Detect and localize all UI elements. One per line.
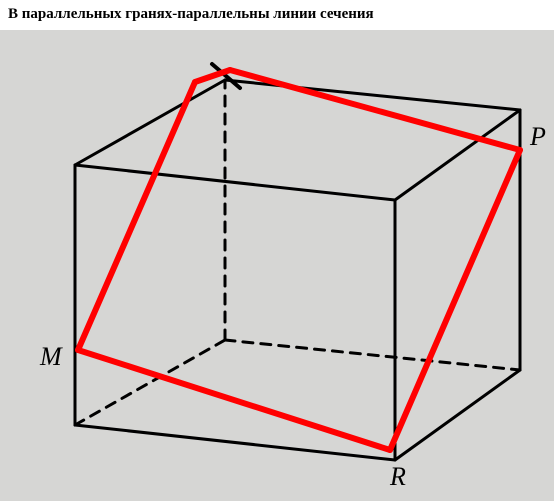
vertex-label-P: P (529, 122, 546, 151)
vertex-label-R: R (389, 462, 406, 491)
page-title: В параллельных гранях-параллельны линии … (8, 6, 374, 23)
diagram-canvas: M P R (0, 30, 554, 501)
vertex-label-M: M (39, 342, 63, 371)
